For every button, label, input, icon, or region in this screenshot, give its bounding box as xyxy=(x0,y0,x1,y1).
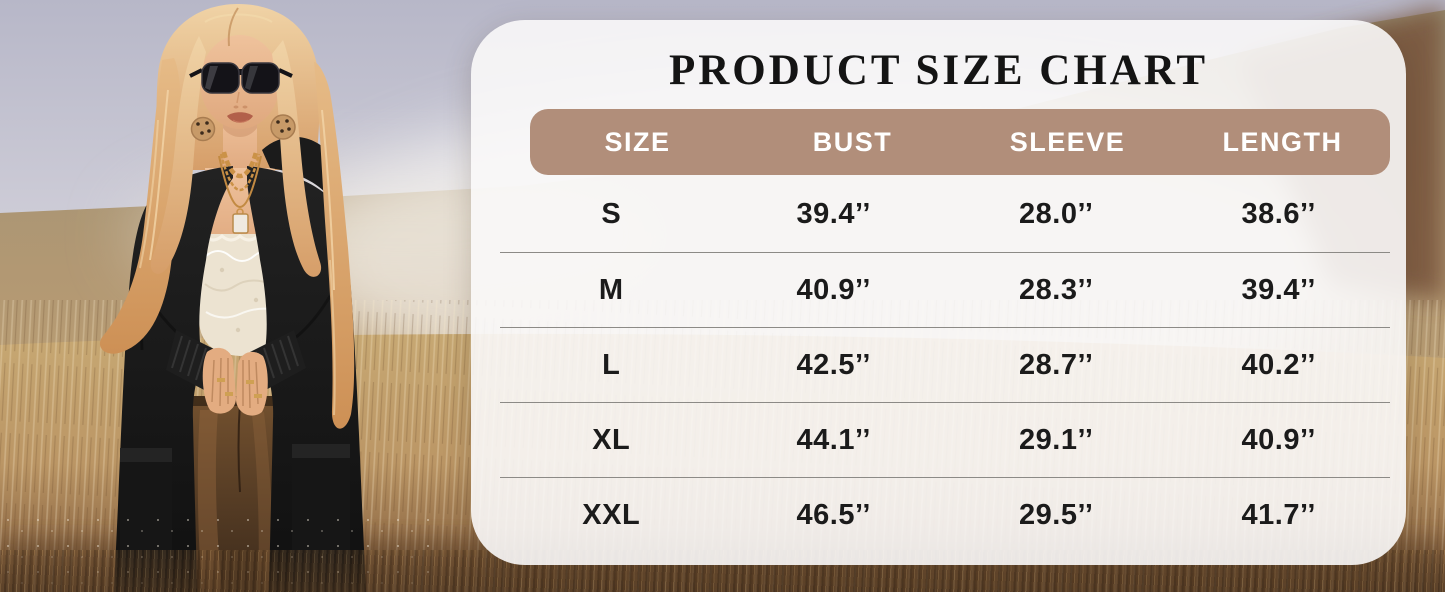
cell-length: 39.4’’ xyxy=(1241,273,1316,306)
table-row-l: L 42.5’’ 28.7’’ 40.2’’ xyxy=(500,327,1390,402)
gold-necklace xyxy=(218,151,262,234)
cell-bust: 42.5’’ xyxy=(796,348,871,381)
table-body: S 39.4’’ 28.0’’ 38.6’’ M 40.9’’ 28.3’’ 3… xyxy=(500,177,1390,552)
table-row-m: M 40.9’’ 28.3’’ 39.4’’ xyxy=(500,252,1390,327)
model-mouth xyxy=(227,91,253,123)
cell-bust: 39.4’’ xyxy=(796,198,871,230)
model-hands xyxy=(202,347,268,416)
cell-bust: 46.5’’ xyxy=(796,498,871,531)
cell-sleeve: 29.5’’ xyxy=(1019,498,1094,531)
table-row-xl: XL 44.1’’ 29.1’’ 40.9’’ xyxy=(500,402,1390,477)
cell-sleeve: 29.1’’ xyxy=(1019,423,1094,456)
cell-sleeve: 28.3’’ xyxy=(1019,273,1094,306)
cell-length: 40.9’’ xyxy=(1241,423,1316,456)
cell-size: M xyxy=(598,273,624,306)
table-header-row: SIZE BUST SLEEVE LENGTH xyxy=(530,109,1390,175)
table-row-xxl: XXL 46.5’’ 29.5’’ 41.7’’ xyxy=(500,477,1390,552)
cell-bust: 40.9’’ xyxy=(796,273,871,306)
sunglasses xyxy=(189,62,293,94)
cell-size: XL xyxy=(592,423,631,456)
cell-size: L xyxy=(602,348,621,381)
table-row-s: S 39.4’’ 28.0’’ 38.6’’ xyxy=(500,177,1390,252)
cell-sleeve: 28.0’’ xyxy=(1019,198,1094,230)
cell-size: XXL xyxy=(582,498,641,531)
cell-length: 41.7’’ xyxy=(1241,498,1316,531)
leopard-earrings xyxy=(190,114,296,142)
cell-sleeve: 28.7’’ xyxy=(1019,348,1094,381)
cell-bust: 44.1’’ xyxy=(796,423,871,456)
header-size: SIZE xyxy=(604,126,671,157)
header-sleeve: SLEEVE xyxy=(1009,126,1126,157)
lace-cami xyxy=(198,233,282,356)
header-length: LENGTH xyxy=(1222,126,1343,157)
cell-length: 40.2’’ xyxy=(1241,348,1316,381)
cell-size: S xyxy=(601,198,622,230)
cell-length: 38.6’’ xyxy=(1241,198,1316,230)
model-hair-front xyxy=(99,7,355,429)
size-chart-panel: PRODUCT SIZE CHART SIZE BUST SLEEVE LENG… xyxy=(471,20,1406,565)
header-bust: BUST xyxy=(812,126,893,157)
model-photo xyxy=(99,4,366,592)
chart-title: PRODUCT SIZE CHART xyxy=(668,47,1209,94)
